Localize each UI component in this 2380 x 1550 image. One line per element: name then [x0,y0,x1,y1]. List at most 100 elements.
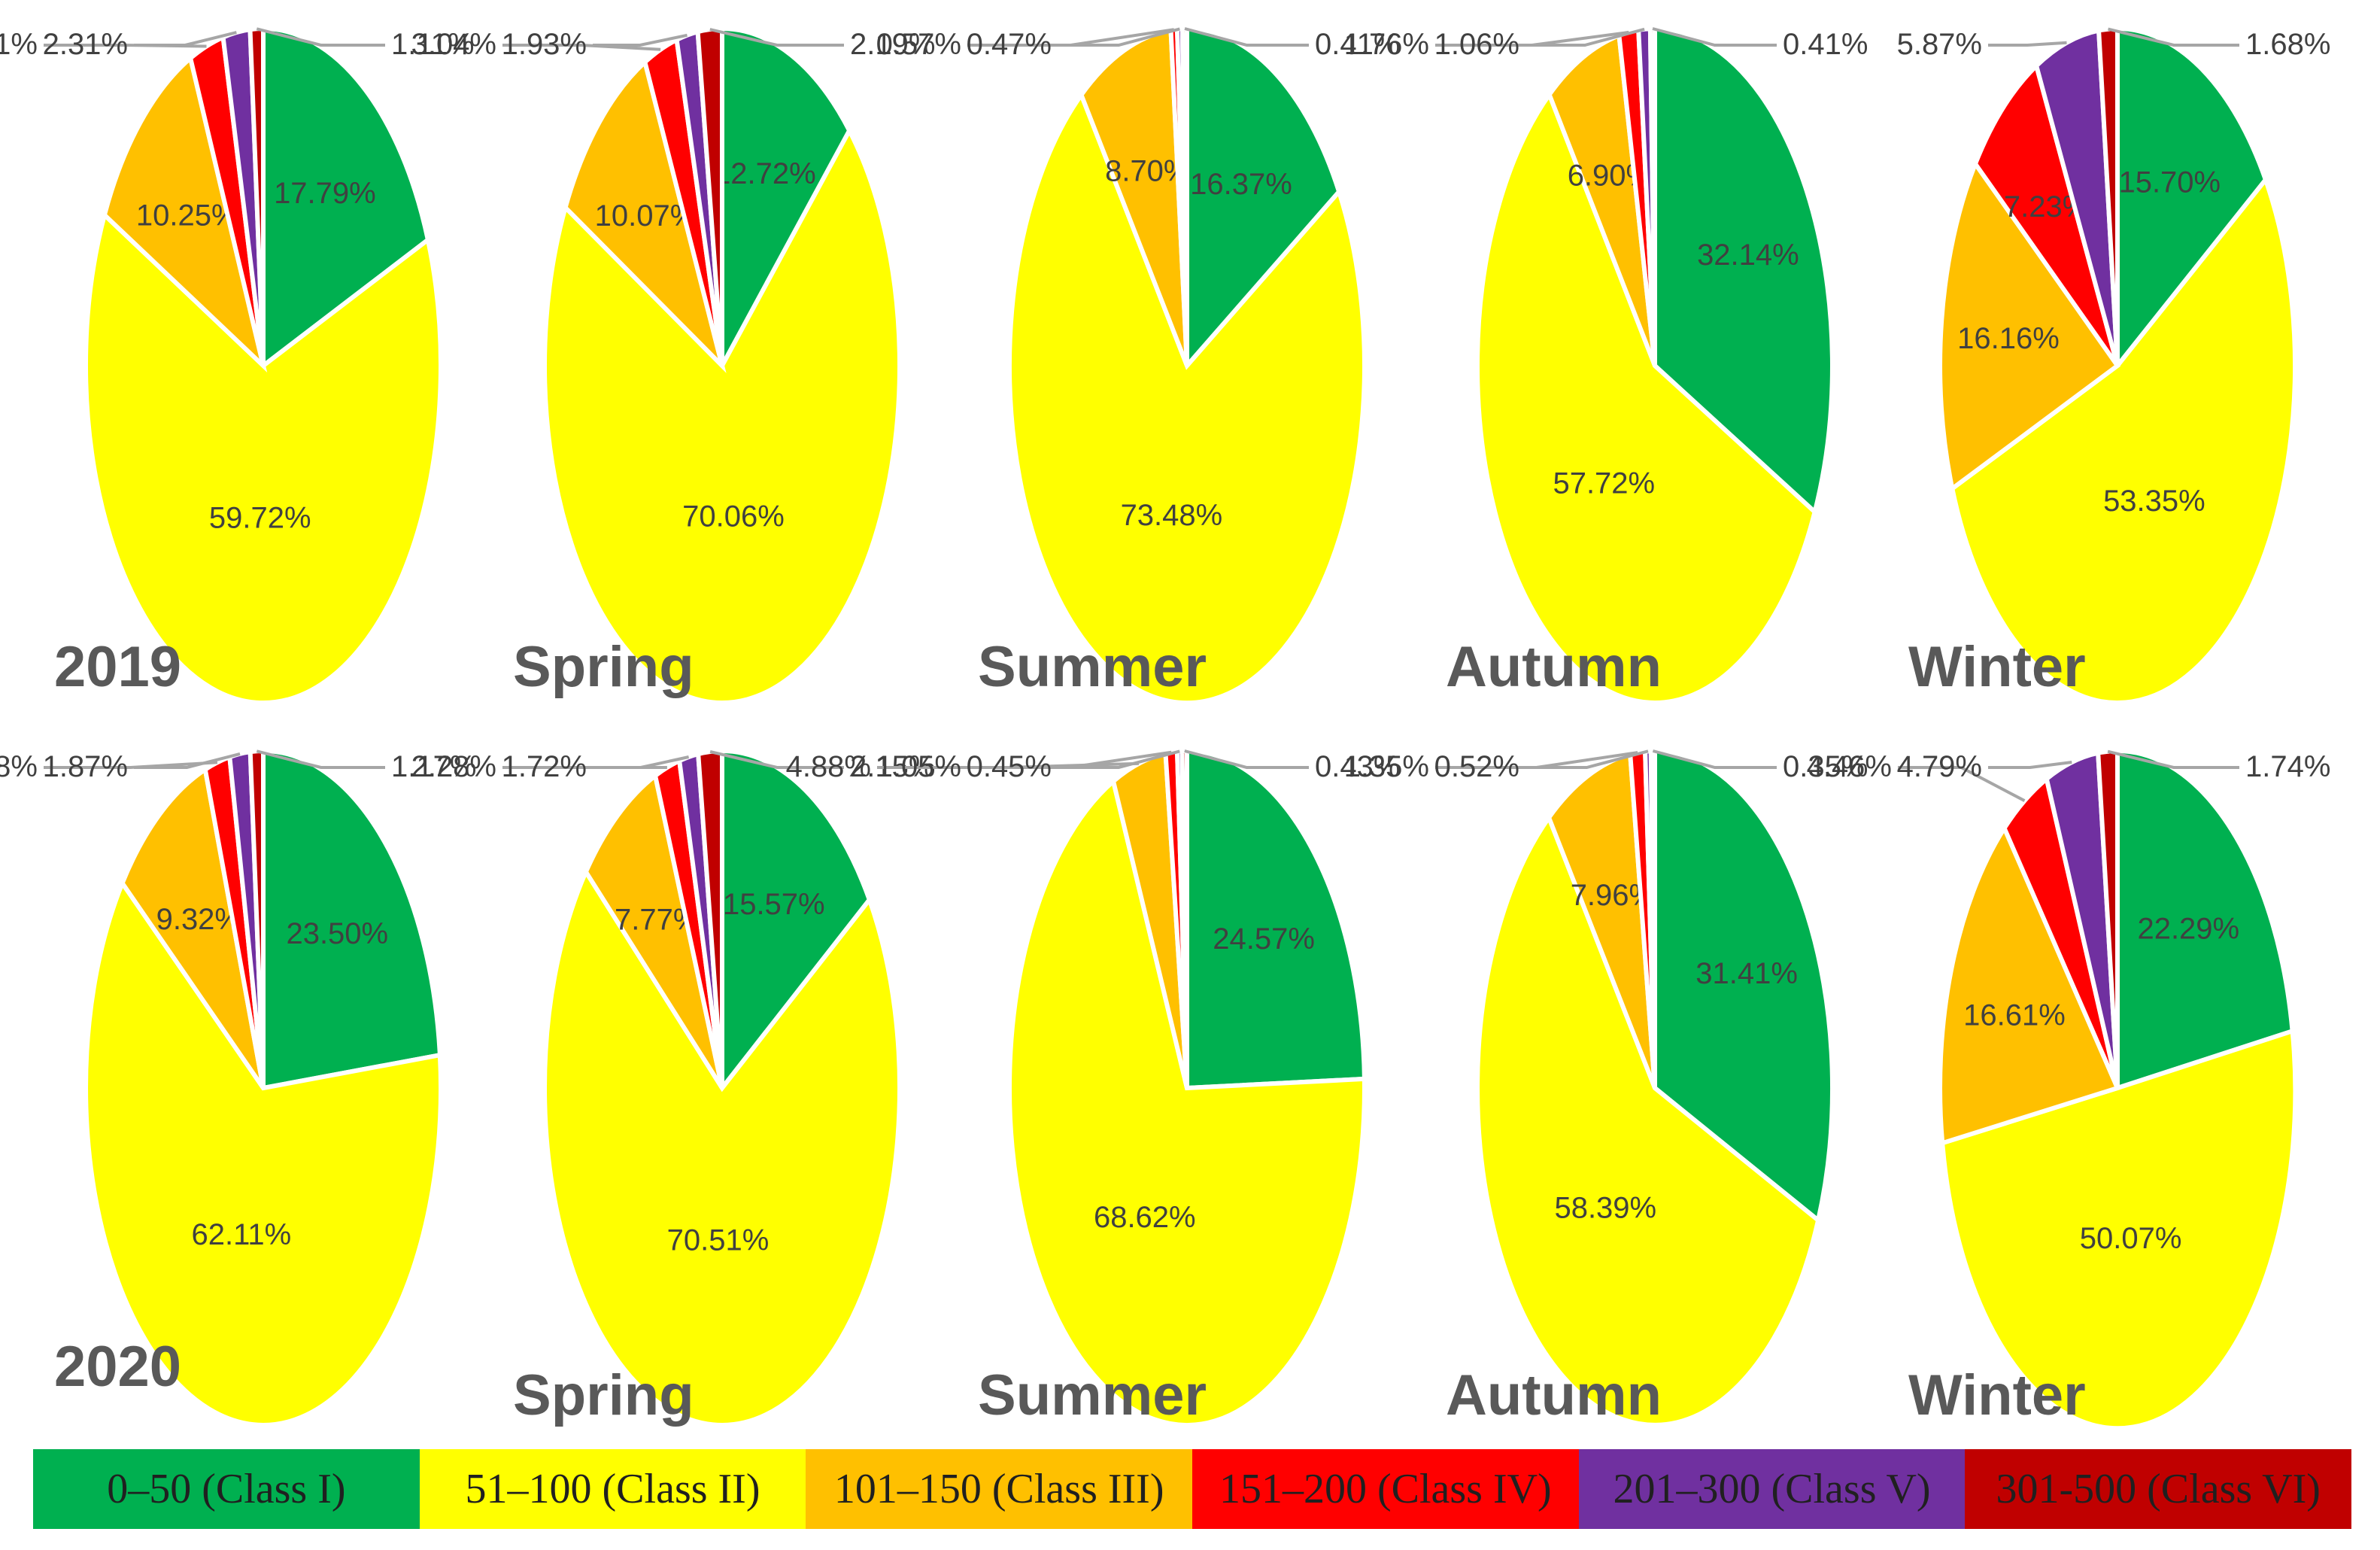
data-label: 2.28% [411,750,496,783]
leader-line [1652,749,1777,769]
data-label: 0.57% [876,28,961,61]
data-label: 9.32% [156,903,241,936]
leader-line [1525,749,1649,769]
panel-title: Autumn [1446,635,1662,699]
pie-slice-class-2 [542,126,902,705]
pie-chart-2: 16.37%73.48%8.70%0.57% 0.47% 0.41%Summer [876,26,1400,706]
pie-slice-class-1 [261,26,431,371]
pie-slice-class-6 [247,26,266,366]
leader-line [2108,27,2239,47]
data-label: 1.76% [1344,28,1429,61]
legend-item-class-4: 151–200 (Class IV) [1192,1449,1579,1529]
pie-slice-class-1 [1185,26,1342,372]
data-label: 1.87% [43,750,128,783]
leader-line [709,28,844,47]
data-label: 1.17% [391,750,476,783]
data-label: 5.87% [1897,28,1982,61]
data-label: 1.68% [2245,28,2330,61]
pie-chart-3: 32.14%57.72%6.90%1.76% 1.06% 0.41%Autumn [1344,26,1868,705]
panel-title: Summer [978,635,1207,699]
data-label: 16.16% [1957,322,2060,355]
pie-slice-class-2 [83,878,443,1427]
leader-line [1525,27,1645,47]
data-label: 10.25% [136,199,238,232]
pie-slice-class-1 [720,26,852,367]
data-label: 0.41% [1315,28,1400,61]
pie-slice-class-2 [83,211,443,706]
legend-item-class-3: 101–150 (Class III) [806,1449,1193,1529]
leader-line [1652,27,1777,47]
pie-slice-class-1 [2115,748,2295,1092]
data-label: 73.48% [1121,499,1223,532]
leader-line [709,750,844,769]
pie-slice-class-2 [1940,1028,2298,1431]
pie-chart-4: 15.70%53.35%16.16%7.23%5.87% 1.68%Winter [1897,26,2330,705]
pie-slice-class-3 [102,53,268,373]
data-label: 58.39% [1554,1191,1656,1224]
data-label: 17.79% [274,177,376,210]
data-label: 2.31% [43,28,128,61]
pie-slice-class-2 [542,867,903,1427]
data-label: 0.41% [1783,28,1868,61]
data-label: 1.05% [876,750,961,783]
data-label: 50.07% [2080,1222,2182,1255]
leader-line [1058,749,1180,769]
leader-line [256,749,385,769]
legend-item-class-2: 51–100 (Class II) [419,1449,806,1529]
data-label: 16.37% [1190,168,1292,201]
pie-slice-class-3 [1938,159,2121,493]
panel-title: Winter [1908,635,2086,699]
pie-chart-8: 31.41%58.39%7.96%1.35% 0.52% 0.35%Autumn [1344,748,1868,1427]
legend-item-class-6: 301-500 (Class VI) [1965,1449,2352,1529]
pie-chart-9: 22.29% 50.07% 16.61% 4.46% 4.79% 1.74% Winter [1807,748,2330,1431]
leader-line [134,752,241,769]
data-label: 22.29% [2137,913,2239,946]
data-label: 0.52% [1434,750,1519,783]
panel-title: Winter [1908,1363,2086,1427]
leader-line [256,27,385,47]
panel-title: Spring [513,1363,694,1427]
leader-line [1058,27,1180,47]
pie-slice-class-6 [696,748,724,1089]
pie-slice-class-3 [563,57,727,373]
leader-line [1988,761,2072,769]
data-label: 0.47% [967,28,1052,61]
leader-line [593,33,688,47]
leader-line [134,31,237,47]
pie-slice-class-1 [261,748,443,1091]
data-label: 2.91% [0,28,38,61]
pie-slice-class-6 [2096,748,2120,1089]
panel-title: 2020 [54,1335,181,1399]
leader-line [1898,766,2026,802]
data-label: 31.41% [1695,957,1798,990]
pie-slice-class-3 [583,771,724,1090]
pie-slice-class-4 [1972,61,2120,367]
data-label: 1.74% [2245,750,2330,783]
data-label: 24.57% [1213,922,1315,956]
pie-chart-0: 17.79% 59.72% 10.25% 2.91%2.31% 1.11% 2019 [0,26,474,706]
data-label: 1.35% [1344,750,1429,783]
data-label: 0.35% [1783,750,1868,783]
data-label: 23.50% [286,917,388,950]
pie-slice-class-2 [1474,90,1817,705]
data-label: 16.61% [1963,999,2066,1032]
leader-line [1184,27,1309,47]
data-label: 0.45% [967,750,1052,783]
data-label: 0.43% [1315,750,1400,783]
pie-slice-class-1 [2115,26,2269,372]
data-label: 2.28% [0,750,38,783]
data-label: 4.79% [1897,750,1982,783]
leader-line [44,761,218,769]
leader-line [1988,41,2067,47]
panel-title: Spring [513,635,694,699]
leader-line [502,44,661,51]
pie-slice-class-6 [695,26,724,366]
data-label: 57.72% [1553,467,1655,500]
data-label: 15.70% [2118,166,2221,199]
panel-title: Summer [978,1363,1207,1427]
pie-slice-class-2 [1006,777,1367,1428]
data-label: 32.14% [1697,239,1799,272]
data-label: 68.62% [1094,1201,1196,1234]
pie-chart-5: 23.50% 62.11% 9.32% 2.28%1.87% 1.17% 2020 [0,748,476,1427]
leader-line [2107,749,2239,769]
